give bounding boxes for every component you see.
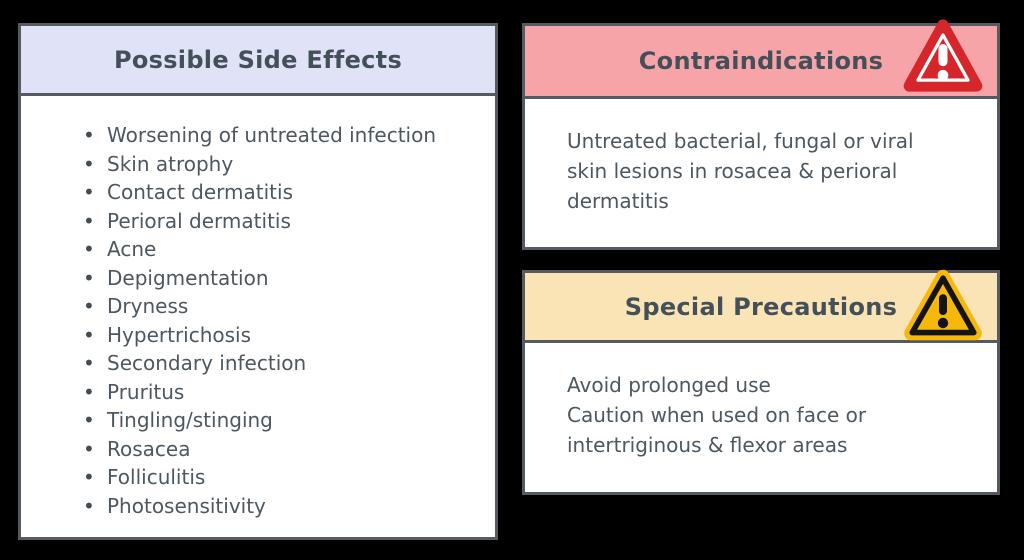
contraindications-header: Contraindications xyxy=(525,19,997,99)
list-item: Folliculitis xyxy=(81,463,481,492)
list-item: Pruritus xyxy=(81,378,481,407)
contraindications-title: Contraindications xyxy=(638,47,884,75)
list-item: Tingling/stinging xyxy=(81,406,481,435)
side-effects-header: Possible Side Effects xyxy=(21,26,495,96)
side-effects-list: Worsening of untreated infectionSkin atr… xyxy=(21,96,495,520)
special-precautions-body: Avoid prolonged use Caution when used on… xyxy=(525,343,997,460)
list-item: Skin atrophy xyxy=(81,150,481,179)
contraindications-panel: Contraindications Untreated bacterial, f… xyxy=(522,19,1000,250)
list-item: Photosensitivity xyxy=(81,492,481,521)
precaution-line: Caution when used on face or intertrigin… xyxy=(567,403,867,457)
list-item: Perioral dermatitis xyxy=(81,207,481,236)
list-item: Hypertrichosis xyxy=(81,321,481,350)
contraindications-body: Untreated bacterial, fungal or viral ski… xyxy=(567,129,914,213)
list-item: Contact dermatitis xyxy=(81,178,481,207)
special-precautions-title: Special Precautions xyxy=(624,292,898,321)
precaution-line: Avoid prolonged use xyxy=(567,373,771,397)
side-effects-title: Possible Side Effects xyxy=(113,45,403,74)
list-item: Depigmentation xyxy=(81,264,481,293)
list-item: Dryness xyxy=(81,292,481,321)
side-effects-panel: Possible Side Effects Worsening of untre… xyxy=(18,23,498,540)
yellow-alert-triangle-icon xyxy=(900,267,986,347)
red-alert-triangle-icon xyxy=(902,17,984,99)
special-precautions-panel: Special Precautions Avoid prolonged use … xyxy=(522,269,1000,495)
list-item: Secondary infection xyxy=(81,349,481,378)
list-item: Acne xyxy=(81,235,481,264)
list-item: Worsening of untreated infection xyxy=(81,121,481,150)
special-precautions-header: Special Precautions xyxy=(525,269,997,343)
list-item: Rosacea xyxy=(81,435,481,464)
